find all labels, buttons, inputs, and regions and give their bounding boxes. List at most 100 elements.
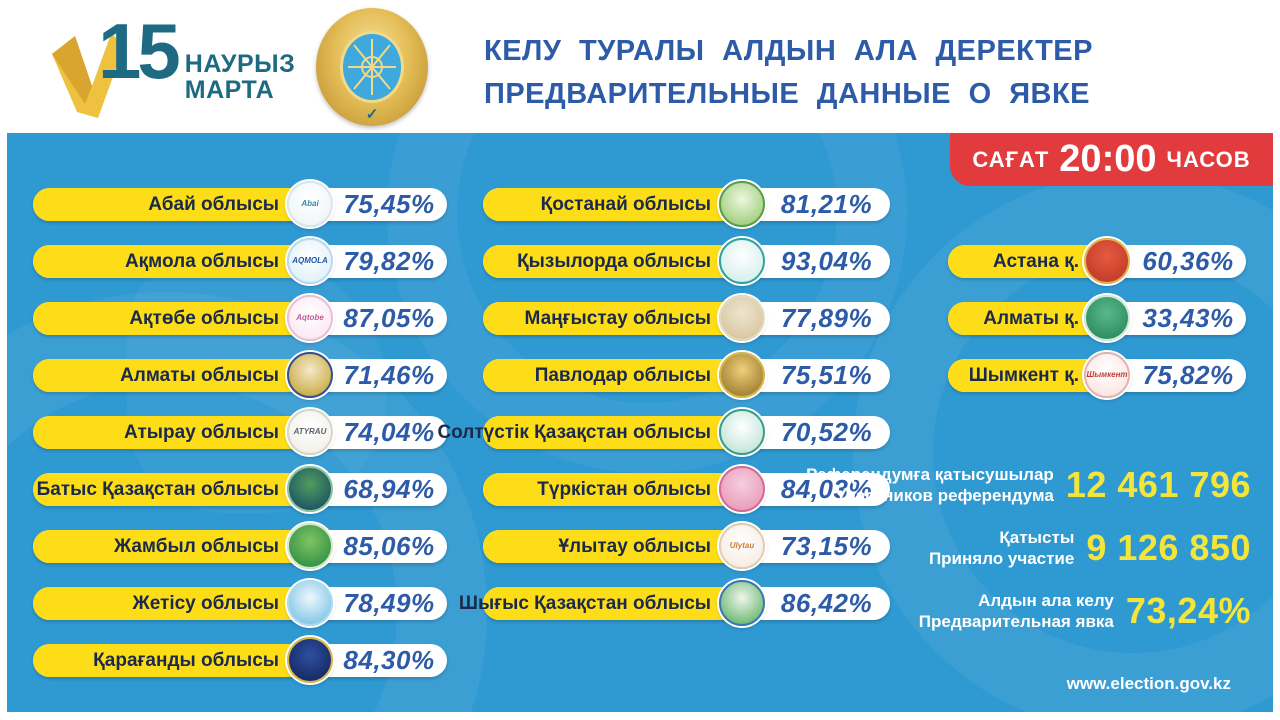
region-turnout-value: 77,89% — [780, 303, 873, 333]
turkistan-region-emblem — [719, 466, 765, 512]
region-label-background: Жетісу облысы — [33, 587, 311, 620]
stat-value-participants: 12 461 796 — [1065, 464, 1251, 505]
region-label: Жамбыл облысы — [113, 535, 279, 557]
region-label-background: Шығыс Қазақстан облысы — [459, 587, 743, 620]
region-turnout-value: 84,30% — [343, 645, 435, 675]
region-turnout-value: 73,15% — [780, 531, 873, 561]
region-label-background: Түркістан облысы — [483, 473, 743, 506]
region-row: Павлодар облысы 75,51% — [483, 352, 890, 398]
region-label-background: Қарағанды облысы — [33, 644, 311, 677]
time-badge: САҒАТ 20:00 ЧАСОВ — [950, 133, 1273, 186]
region-label: Батыс Қазақстан облысы — [36, 478, 279, 500]
region-turnout-value: 85,06% — [343, 531, 435, 561]
region-turnout-value: 68,94% — [343, 474, 435, 504]
logo-month-ru: МАРТА — [184, 75, 275, 104]
region-label-background: Батыс Қазақстан облысы — [33, 473, 311, 506]
stat-value-preliminary-turnout: 73,24% — [1125, 590, 1251, 631]
region-turnout-value: 84,03% — [780, 474, 873, 504]
stat-row-participants: Референдумға қатысушылар Участников рефе… — [806, 461, 1251, 509]
stat-label: Қатысты Приняло участие — [929, 527, 1074, 570]
regions-column-middle: Қостанай облысы 81,21% Қызылорда облысы … — [437, 181, 890, 626]
region-emblem-text: Шымкент — [1086, 370, 1128, 379]
almaty-region-emblem — [287, 352, 333, 398]
zhetisu-region-emblem — [287, 580, 333, 626]
region-label-background: Астана қ. — [948, 245, 1107, 278]
region-label: Жетісу облысы — [132, 592, 279, 614]
region-label: Астана қ. — [992, 250, 1079, 272]
region-turnout-value: 79,82% — [343, 246, 435, 276]
region-turnout-value: 75,51% — [780, 360, 873, 390]
region-row: Жамбыл облысы 85,06% — [33, 523, 447, 569]
shymkent-city-emblem: Шымкент — [1084, 352, 1130, 398]
region-label: Қостанай облысы — [540, 193, 711, 215]
region-emblem-text: ATYRAU — [293, 427, 327, 436]
pavlodar-region-emblem — [719, 352, 765, 398]
time-label-ru: ЧАСОВ — [1166, 146, 1251, 172]
region-label-background: Жамбыл облысы — [33, 530, 311, 563]
region-turnout-value: 78,49% — [343, 588, 435, 618]
region-label-background: Маңғыстау облысы — [483, 302, 743, 335]
region-label: Атырау облысы — [124, 421, 279, 443]
region-label-background: Павлодар облысы — [483, 359, 743, 392]
central-referendum-commission-emblem: ✓ — [316, 8, 428, 126]
region-turnout-value: 60,36% — [1142, 246, 1234, 276]
almaty-city-emblem — [1084, 295, 1130, 341]
region-turnout-value: 86,42% — [780, 588, 873, 618]
region-label-background: Солтүстік Қазақстан облысы — [437, 416, 743, 449]
website-url: www.election.gov.kz — [1066, 674, 1231, 693]
region-label: Алматы облысы — [120, 364, 279, 386]
region-label-background: Алматы облысы — [33, 359, 311, 392]
stat-label-ru: Предварительная явка — [918, 612, 1114, 631]
stat-row-preliminary-turnout: Алдын ала келу Предварительная явка 73,2… — [806, 587, 1251, 635]
region-label-background: Абай облысы — [33, 188, 311, 221]
region-turnout-value: 93,04% — [780, 246, 873, 276]
region-turnout-value: 33,43% — [1142, 303, 1234, 333]
region-row: Ақмола облысы AQMOLA 79,82% — [33, 238, 447, 284]
page-title: КЕЛУ ТУРАЛЫ АЛДЫН АЛА ДЕРЕКТЕР ПРЕДВАРИТ… — [484, 30, 1093, 116]
batys-qazaqstan-region-emblem — [287, 466, 333, 512]
logo-day-number: 15 — [98, 7, 181, 95]
atyrau-region-emblem: ATYRAU — [287, 409, 333, 455]
emblem-check-icon: ✓ — [365, 106, 379, 123]
region-label-background: Ақтөбе облысы — [33, 302, 311, 335]
region-row: Түркістан облысы 84,03% — [483, 466, 890, 512]
region-row: Ақтөбе облысы Aqtobe 87,05% — [33, 295, 447, 341]
region-label: Абай облысы — [148, 193, 279, 215]
region-label: Ақмола облысы — [124, 250, 279, 272]
region-row: Алматы қ. 33,43% — [948, 295, 1246, 341]
region-label: Шымкент қ. — [968, 364, 1079, 386]
region-label-background: Алматы қ. — [948, 302, 1107, 335]
region-row: Ұлытау облысы Ulytau 73,15% — [483, 523, 890, 569]
stat-label-kk: Қатысты — [999, 527, 1075, 547]
checkmark-icon — [52, 34, 125, 118]
region-emblem-text: Ulytau — [729, 541, 755, 550]
region-label-background: Ұлытау облысы — [483, 530, 743, 563]
cities-column: Астана қ. 60,36% Алматы қ. 33,43% Шымкен… — [948, 238, 1246, 398]
zhambyl-region-emblem — [287, 523, 333, 569]
region-turnout-value: 74,04% — [343, 417, 435, 447]
region-turnout-value: 81,21% — [780, 189, 873, 219]
region-row: Қарағанды облысы 84,30% — [33, 637, 447, 683]
region-emblem-text: Abai — [301, 199, 319, 208]
karaganda-region-emblem — [287, 637, 333, 683]
shygys-qazaqstan-region-emblem — [719, 580, 765, 626]
region-label: Қызылорда облысы — [517, 250, 711, 272]
region-turnout-value: 87,05% — [343, 303, 435, 333]
stat-label-kk: Алдын ала келу — [978, 590, 1114, 610]
region-row: Жетісу облысы 78,49% — [33, 580, 447, 626]
aqmola-region-emblem: AQMOLA — [287, 238, 333, 284]
region-turnout-value: 71,46% — [343, 360, 435, 390]
emblem-core-ornament — [340, 31, 404, 103]
region-label-background: Шымкент қ. — [948, 359, 1107, 392]
stat-row-took-part: Қатысты Приняло участие 9 126 850 — [806, 524, 1251, 572]
abai-region-emblem: Abai — [287, 181, 333, 227]
mangystau-region-emblem — [719, 295, 765, 341]
region-label: Солтүстік Қазақстан облысы — [437, 421, 711, 443]
region-label: Алматы қ. — [983, 307, 1079, 329]
region-label: Түркістан облысы — [537, 478, 711, 500]
region-turnout-value: 75,82% — [1142, 360, 1234, 390]
region-label: Ақтөбе облысы — [129, 307, 279, 329]
stat-label: Референдумға қатысушылар Участников рефе… — [806, 464, 1054, 507]
soltustik-qazaqstan-region-emblem — [719, 409, 765, 455]
region-emblem-text: AQMOLA — [292, 256, 328, 265]
